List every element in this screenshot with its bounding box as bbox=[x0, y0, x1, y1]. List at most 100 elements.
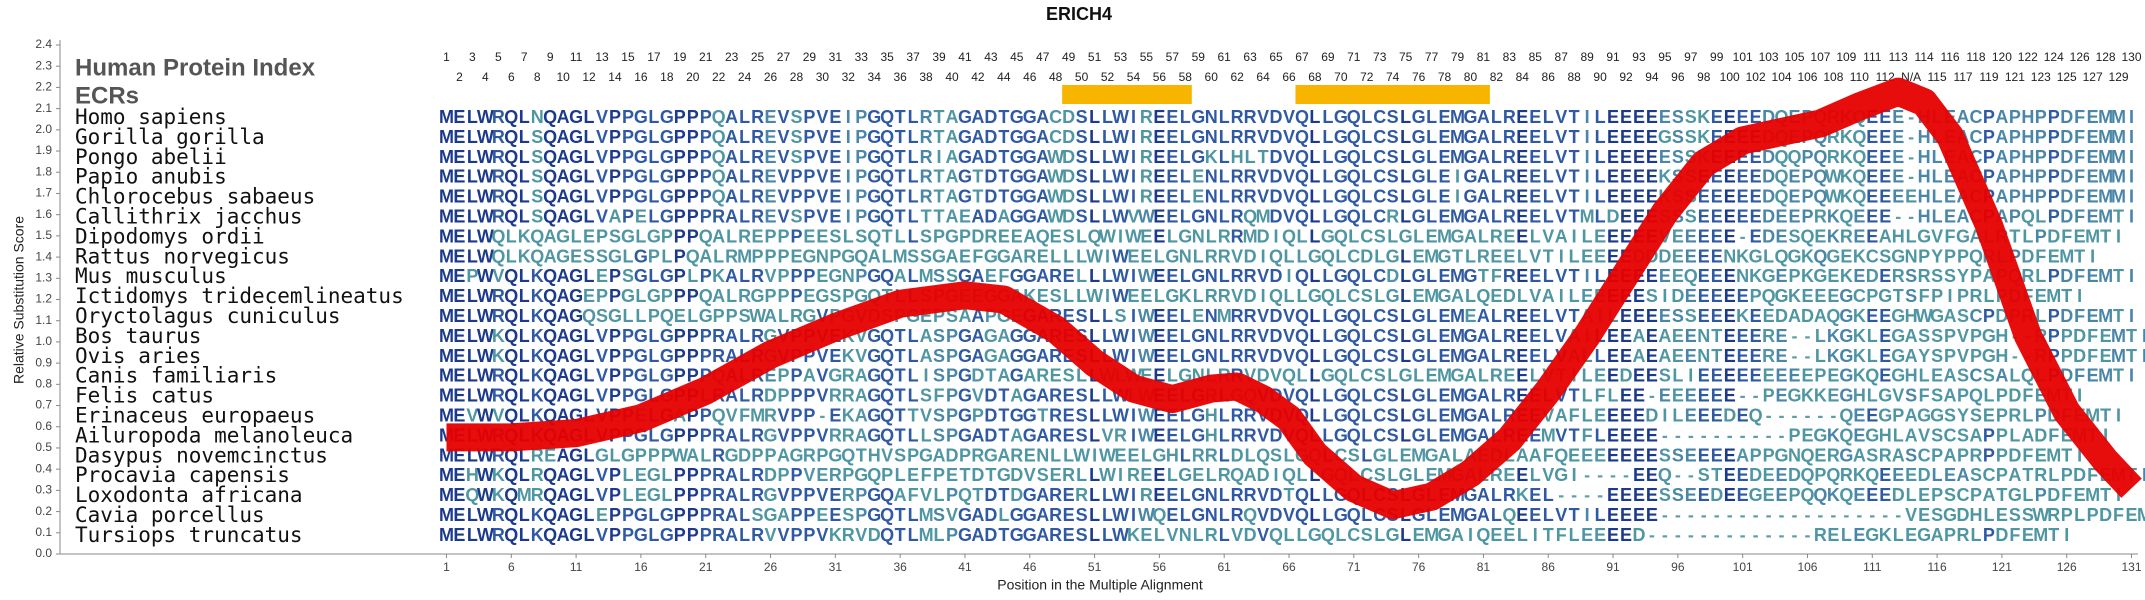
human-index: 51 bbox=[1088, 50, 1102, 64]
human-index: 80 bbox=[1464, 70, 1478, 84]
x-tick-label: 131 bbox=[2122, 560, 2142, 574]
x-tick-label: 46 bbox=[1023, 560, 1037, 574]
sequence: MELWRQLREAGLGLGPPPWALRGDPPAGRPGQTHVSPGAD… bbox=[439, 445, 2082, 465]
human-index: 61 bbox=[1218, 50, 1232, 64]
human-index: 96 bbox=[1671, 70, 1685, 84]
human-index: 81 bbox=[1477, 50, 1491, 64]
y-tick-label: 0.3 bbox=[35, 483, 52, 497]
species-name: Homo sapiens bbox=[75, 105, 227, 129]
y-axis-label: Relative Substitution Score bbox=[11, 216, 27, 384]
human-index: 69 bbox=[1321, 50, 1335, 64]
y-tick-label: 1.8 bbox=[35, 164, 52, 178]
human-index: 67 bbox=[1295, 50, 1309, 64]
species-name: Pongo abelii bbox=[75, 145, 227, 169]
x-tick-label: 56 bbox=[1153, 560, 1167, 574]
human-index: 76 bbox=[1412, 70, 1426, 84]
species-name: Callithrix jacchus bbox=[75, 205, 303, 229]
species-name: Dipodomys ordii bbox=[75, 224, 265, 248]
human-index: 32 bbox=[842, 70, 856, 84]
human-index: 123 bbox=[2031, 70, 2051, 84]
sequence: MELWQLKQAGLEPSGLGPPPQALREPPPEESLSQT L LSPG… bbox=[439, 226, 2121, 246]
sequence: MELWRQLKQAGEPPGLGPPPQALRGPPPEGSPGQT L LSPG… bbox=[439, 286, 2082, 306]
human-index: 120 bbox=[1992, 50, 2012, 64]
human-index: 91 bbox=[1606, 50, 1620, 64]
human-index: 35 bbox=[881, 50, 895, 64]
human-index: 125 bbox=[2057, 70, 2077, 84]
human-index: 105 bbox=[1784, 50, 1804, 64]
human-index: 7 bbox=[521, 50, 528, 64]
y-tick-label: 2.3 bbox=[35, 58, 52, 72]
human-index: 122 bbox=[2018, 50, 2038, 64]
human-index: 26 bbox=[764, 70, 778, 84]
x-tick-label: 66 bbox=[1282, 560, 1296, 574]
human-index: 85 bbox=[1529, 50, 1543, 64]
human-index: 17 bbox=[647, 50, 661, 64]
sequence: MEQWKQMRQAGLVPLEGLPPPRALRGVPPVERPGQAFVLP… bbox=[439, 485, 2121, 505]
human-index: 28 bbox=[790, 70, 804, 84]
human-index: 10 bbox=[556, 70, 570, 84]
species-name: Mus musculus bbox=[75, 264, 227, 288]
y-tick-label: 2.4 bbox=[35, 37, 52, 51]
human-index: 75 bbox=[1399, 50, 1413, 64]
species-name: Erinaceus europaeus bbox=[75, 404, 315, 428]
human-index: 128 bbox=[2096, 50, 2116, 64]
human-index: 27 bbox=[777, 50, 791, 64]
human-index: 42 bbox=[971, 70, 985, 84]
human-index: 45 bbox=[1010, 50, 1024, 64]
human-index: 53 bbox=[1114, 50, 1128, 64]
species-name: Rattus norvegicus bbox=[75, 244, 290, 268]
x-tick-label: 76 bbox=[1412, 560, 1426, 574]
human-index: 88 bbox=[1567, 70, 1581, 84]
human-index: 72 bbox=[1360, 70, 1374, 84]
species-name: Cavia porcellus bbox=[75, 503, 265, 527]
x-tick-label: 96 bbox=[1671, 560, 1685, 574]
human-index: 102 bbox=[1746, 70, 1766, 84]
human-index: 108 bbox=[1823, 70, 1843, 84]
y-tick-label: 1.5 bbox=[35, 228, 52, 242]
human-index: 111 bbox=[1863, 50, 1882, 64]
y-tick-label: 2.0 bbox=[35, 122, 52, 136]
human-index: 89 bbox=[1580, 50, 1594, 64]
human-index: 95 bbox=[1658, 50, 1672, 64]
human-index: 21 bbox=[699, 50, 713, 64]
x-tick-label: 51 bbox=[1088, 560, 1102, 574]
human-index: 54 bbox=[1127, 70, 1141, 84]
human-index: 90 bbox=[1593, 70, 1607, 84]
sequence: MELWRQLSQAGLVPPGLGPPPQALREVSPVE I PGQT LRTA… bbox=[439, 127, 2134, 147]
human-index: 64 bbox=[1256, 70, 1270, 84]
sequence: MELWRQLSQAGLVPPGLGPPPQALREVPPVE I PGQT LRTA… bbox=[439, 186, 2134, 206]
x-tick-label: 111 bbox=[1863, 560, 1882, 574]
sequence: MELWRQLKQAGLEPPGLGPPPRALSGAPPEESPGQT LMSV… bbox=[439, 505, 2145, 525]
y-tick-label: 1.3 bbox=[35, 270, 52, 284]
human-index: 20 bbox=[686, 70, 700, 84]
human-index: 98 bbox=[1697, 70, 1711, 84]
human-index: 46 bbox=[1023, 70, 1037, 84]
y-tick-label: 0.4 bbox=[35, 461, 52, 475]
human-index: 31 bbox=[829, 50, 843, 64]
human-index: 22 bbox=[712, 70, 726, 84]
sequence: MELWRQLKQAGLVPPGLGPPPRALRVVPPVKRVDQT LMLP… bbox=[439, 525, 2069, 545]
human-index: 1 bbox=[443, 50, 450, 64]
x-tick-label: 86 bbox=[1542, 560, 1556, 574]
y-tick-label: 1.9 bbox=[35, 143, 52, 157]
ecr-bar bbox=[1295, 85, 1490, 104]
sequence: MEHWKQLRQAGLVPLEGLPPPRALRDPPVERPGQPLEFPE… bbox=[439, 465, 2145, 485]
human-index: 103 bbox=[1759, 50, 1779, 64]
x-tick-label: 81 bbox=[1477, 560, 1491, 574]
species-name: Loxodonta africana bbox=[75, 483, 303, 507]
human-index: 106 bbox=[1797, 70, 1817, 84]
y-tick-label: 1.0 bbox=[35, 334, 52, 348]
species-name: Dasypus novemcinctus bbox=[75, 443, 328, 467]
human-index: 77 bbox=[1425, 50, 1439, 64]
x-tick-label: 21 bbox=[699, 560, 713, 574]
x-tick-label: 61 bbox=[1218, 560, 1232, 574]
human-index: 56 bbox=[1153, 70, 1167, 84]
human-index: 60 bbox=[1205, 70, 1219, 84]
human-index: 58 bbox=[1179, 70, 1193, 84]
human-index: 94 bbox=[1645, 70, 1659, 84]
human-index: 36 bbox=[893, 70, 907, 84]
species-name: Gorilla gorilla bbox=[75, 125, 265, 149]
ecr-label: ECRs bbox=[75, 82, 139, 109]
y-tick-label: 0.8 bbox=[35, 377, 52, 391]
